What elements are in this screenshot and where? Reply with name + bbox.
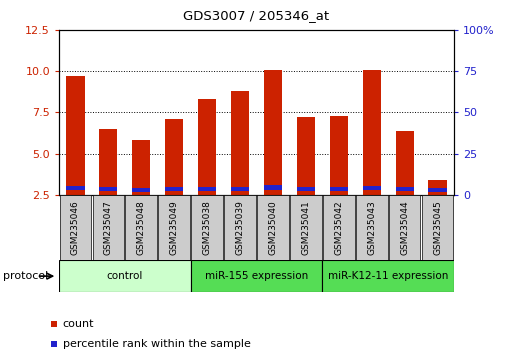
Bar xyxy=(66,186,85,190)
Text: miR-K12-11 expression: miR-K12-11 expression xyxy=(328,271,448,281)
Text: control: control xyxy=(107,271,143,281)
FancyBboxPatch shape xyxy=(224,195,256,259)
Bar xyxy=(297,117,315,195)
FancyBboxPatch shape xyxy=(59,260,191,292)
Bar xyxy=(428,188,447,193)
Bar xyxy=(396,131,413,195)
Text: GSM235039: GSM235039 xyxy=(235,200,245,255)
Bar xyxy=(264,70,282,195)
Text: GSM235038: GSM235038 xyxy=(203,200,212,255)
Bar xyxy=(428,180,447,195)
Text: GSM235041: GSM235041 xyxy=(301,200,310,255)
Text: GSM235047: GSM235047 xyxy=(104,200,113,255)
FancyBboxPatch shape xyxy=(159,195,190,259)
FancyBboxPatch shape xyxy=(191,260,322,292)
Text: GSM235044: GSM235044 xyxy=(400,200,409,255)
Bar xyxy=(132,188,150,192)
Bar xyxy=(132,141,150,195)
Text: GSM235049: GSM235049 xyxy=(170,200,179,255)
Text: GSM235048: GSM235048 xyxy=(137,200,146,255)
Bar xyxy=(231,91,249,195)
FancyBboxPatch shape xyxy=(323,195,354,259)
FancyBboxPatch shape xyxy=(60,195,91,259)
Text: GSM235043: GSM235043 xyxy=(367,200,376,255)
FancyBboxPatch shape xyxy=(126,195,157,259)
FancyBboxPatch shape xyxy=(92,195,124,259)
Text: miR-155 expression: miR-155 expression xyxy=(205,271,308,281)
Bar xyxy=(297,187,315,191)
Bar xyxy=(330,116,348,195)
Text: GSM235046: GSM235046 xyxy=(71,200,80,255)
Bar xyxy=(330,187,348,191)
FancyBboxPatch shape xyxy=(191,195,223,259)
Text: GSM235042: GSM235042 xyxy=(334,200,343,255)
Text: GSM235040: GSM235040 xyxy=(268,200,278,255)
FancyBboxPatch shape xyxy=(356,195,387,259)
Bar xyxy=(100,129,117,195)
Bar xyxy=(100,187,117,191)
Bar xyxy=(264,185,282,189)
FancyBboxPatch shape xyxy=(389,195,421,259)
Text: GDS3007 / 205346_at: GDS3007 / 205346_at xyxy=(184,9,329,22)
Bar xyxy=(165,119,183,195)
Bar xyxy=(66,76,85,195)
FancyBboxPatch shape xyxy=(290,195,322,259)
Bar xyxy=(198,99,216,195)
FancyBboxPatch shape xyxy=(422,195,453,259)
Bar xyxy=(363,185,381,190)
Bar xyxy=(396,187,413,192)
Bar xyxy=(363,70,381,195)
Bar xyxy=(231,187,249,191)
Text: GSM235045: GSM235045 xyxy=(433,200,442,255)
Text: protocol: protocol xyxy=(3,271,48,281)
FancyBboxPatch shape xyxy=(257,195,289,259)
Text: count: count xyxy=(63,319,94,329)
Bar xyxy=(198,187,216,191)
Bar xyxy=(165,187,183,191)
Text: percentile rank within the sample: percentile rank within the sample xyxy=(63,339,250,349)
FancyBboxPatch shape xyxy=(322,260,454,292)
